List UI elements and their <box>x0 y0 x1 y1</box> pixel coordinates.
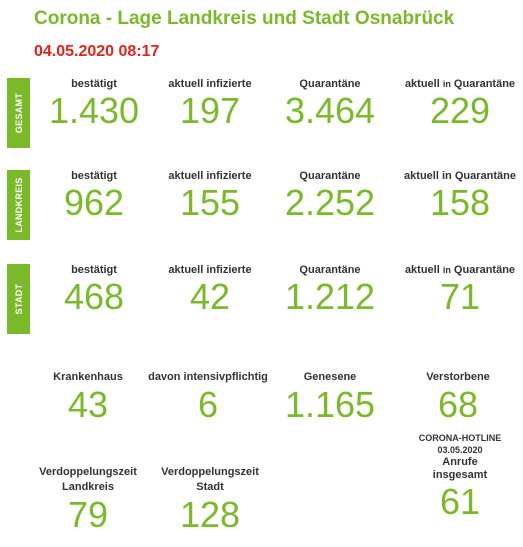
stat-active: aktuell infizierte 155 <box>145 170 275 223</box>
stat-current-quarantine: aktuell in Quarantäne 158 <box>395 170 523 223</box>
stat-value: 155 <box>179 182 241 223</box>
stat-label: Quarantäne <box>299 78 361 90</box>
stat-label: Krankenhaus <box>53 371 123 383</box>
stat-active: aktuell infizierte 197 <box>145 78 275 131</box>
stat-active: aktuell infizierte 42 <box>145 264 275 317</box>
stat-intensive: davon intensivpflichtig 6 <box>143 370 273 425</box>
stat-current-quarantine: aktuell in Quarantäne 229 <box>395 78 523 131</box>
stat-value: 158 <box>429 182 491 223</box>
page-title: Corona - Lage Landkreis und Stadt Osnabr… <box>34 8 455 29</box>
stat-label: aktuell infizierte <box>168 264 252 276</box>
stat-label: Verstorbene <box>426 371 490 383</box>
stat-label: Anrufe <box>442 456 478 468</box>
hotline-title: CORONA-HOTLINE <box>418 433 502 443</box>
stat-value: 197 <box>179 90 241 131</box>
stat-doubling-stadt: Verdoppelungszeit Stadt 128 <box>145 465 275 535</box>
stat-current-quarantine: aktuell in Quarantäne 71 <box>395 264 523 317</box>
update-timestamp: 04.05.2020 08:17 <box>34 43 160 60</box>
stat-deceased: Verstorbene 68 <box>393 370 523 425</box>
stat-label: aktuell in Quarantäne <box>404 78 516 90</box>
stat-value: 43 <box>67 384 109 425</box>
section-landkreis: LANDKREIS bestätigt 962 aktuell infizier… <box>0 170 523 250</box>
stat-value: 68 <box>437 384 479 425</box>
section-stadt: STADT bestätigt 468 aktuell infizierte 4… <box>0 264 523 344</box>
stat-label: Landkreis <box>62 481 114 493</box>
stat-doubling-landkreis: Verdoppelungszeit Landkreis 79 <box>23 465 153 535</box>
stat-label: Genesene <box>303 371 357 383</box>
stat-quarantine: Quarantäne 3.464 <box>265 78 395 131</box>
stat-recovered: Genesene 1.165 <box>265 370 395 425</box>
stat-confirmed: bestätigt 1.430 <box>29 78 159 131</box>
section-tab-stadt: STADT <box>7 264 30 334</box>
stat-label: davon intensivpflichtig <box>148 371 268 383</box>
stat-label: aktuell in Quarantäne <box>404 264 516 276</box>
stat-hospital: Krankenhaus 43 <box>23 370 153 425</box>
stat-label: aktuell infizierte <box>168 170 252 182</box>
stat-value: 1.430 <box>48 90 140 131</box>
stat-label: bestätigt <box>71 78 117 90</box>
stat-value: 3.464 <box>284 90 376 131</box>
stat-label: aktuell infizierte <box>168 78 252 90</box>
section-tab-gesamt: GESAMT <box>7 78 30 148</box>
stat-value: 6 <box>197 384 219 425</box>
stat-label: bestätigt <box>71 264 117 276</box>
stat-confirmed: bestätigt 468 <box>29 264 159 317</box>
stat-quarantine: Quarantäne 2.252 <box>265 170 395 223</box>
stat-label: aktuell in Quarantäne <box>404 170 516 182</box>
stat-value: 71 <box>439 276 481 317</box>
section-tab-landkreis: LANDKREIS <box>7 170 30 240</box>
stat-confirmed: bestätigt 962 <box>29 170 159 223</box>
stat-label: insgesamt <box>432 469 488 481</box>
stat-value: 61 <box>439 481 481 522</box>
stat-value: 42 <box>189 276 231 317</box>
section-gesamt: GESAMT bestätigt 1.430 aktuell infiziert… <box>0 78 523 158</box>
stat-label: bestätigt <box>71 170 117 182</box>
stat-value: 2.252 <box>284 182 376 223</box>
hotline-date: 03.05.2020 <box>437 445 483 455</box>
stat-value: 128 <box>179 494 241 535</box>
stat-label: Verdoppelungszeit <box>161 466 259 478</box>
stat-value: 229 <box>429 90 491 131</box>
stat-label: Quarantäne <box>299 264 361 276</box>
stat-value: 468 <box>63 276 125 317</box>
stat-label: Stadt <box>196 481 224 493</box>
stat-value: 79 <box>67 494 109 535</box>
stat-hotline: CORONA-HOTLINE 03.05.2020 Anrufe insgesa… <box>395 432 523 522</box>
stat-value: 962 <box>63 182 125 223</box>
stat-value: 1.165 <box>284 384 376 425</box>
stat-value: 1.212 <box>284 276 376 317</box>
stat-label: Quarantäne <box>299 170 361 182</box>
stat-label: Verdoppelungszeit <box>39 466 137 478</box>
stat-quarantine: Quarantäne 1.212 <box>265 264 395 317</box>
